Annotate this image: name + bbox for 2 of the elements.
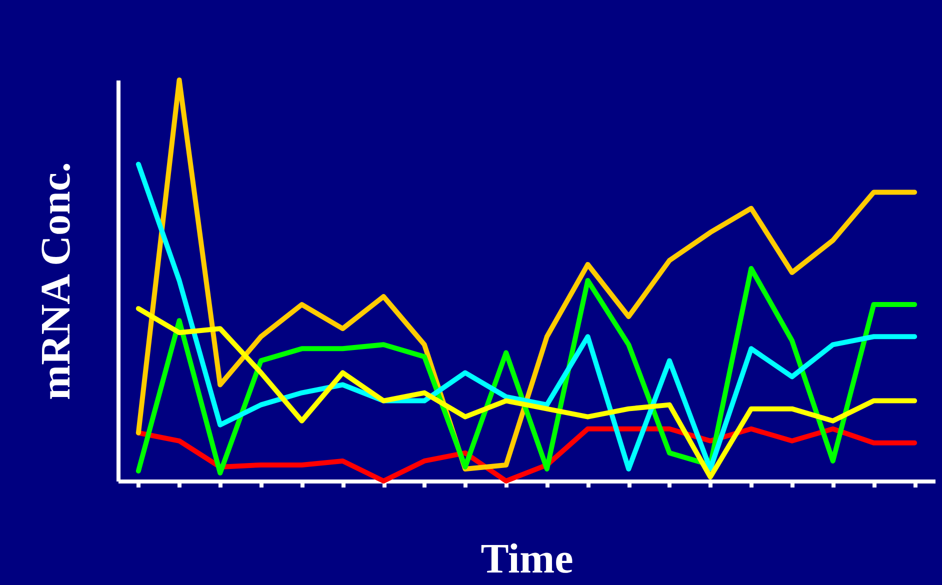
x-axis-title: Time <box>480 536 574 582</box>
y-axis-title: mRNA Conc. <box>34 162 80 400</box>
